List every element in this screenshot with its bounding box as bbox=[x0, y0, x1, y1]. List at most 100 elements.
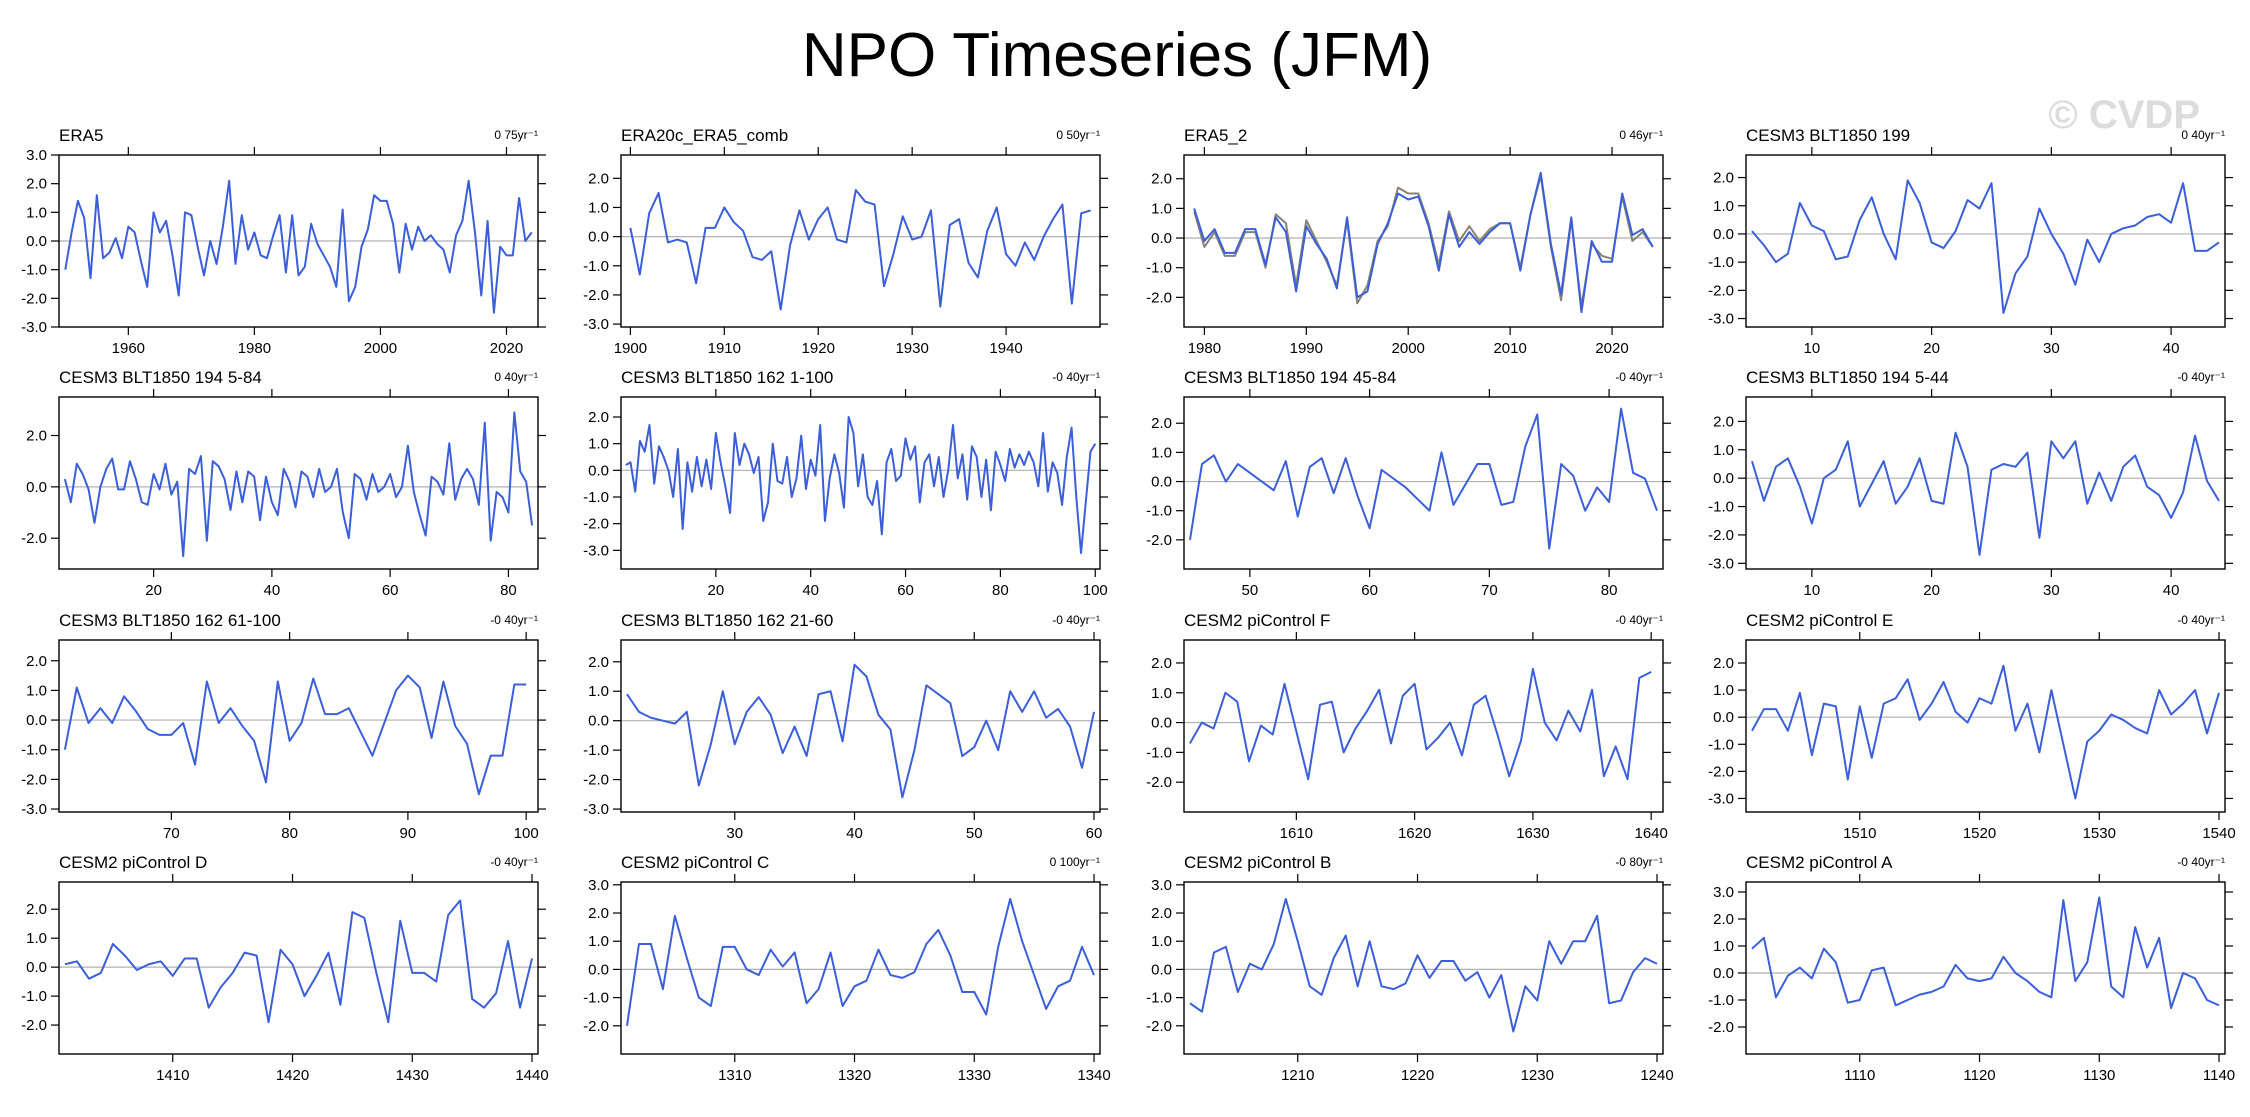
x-tick-label: 1610 bbox=[1280, 825, 1313, 842]
y-tick-label: 1.0 bbox=[588, 683, 609, 700]
y-tick-label: 2.0 bbox=[588, 905, 609, 922]
series-line bbox=[63, 411, 534, 558]
y-tick-label: 2.0 bbox=[1151, 415, 1172, 432]
x-tick-label: 1900 bbox=[614, 340, 647, 357]
panel-subtitle: 0 75yr⁻¹ bbox=[494, 128, 538, 142]
panel-subtitle: -0 40yr⁻¹ bbox=[2177, 370, 2225, 384]
x-tick-label: 1980 bbox=[238, 340, 271, 357]
panel-subtitle: 0 46yr⁻¹ bbox=[1619, 128, 1663, 142]
x-tick-label: 70 bbox=[1481, 582, 1498, 599]
x-tick-label: 1120 bbox=[1963, 1067, 1995, 1084]
x-tick-label: 1990 bbox=[1290, 340, 1323, 357]
panel-subtitle: -0 80yr⁻¹ bbox=[1615, 855, 1663, 869]
series-line bbox=[629, 188, 1091, 311]
y-tick-label: 1.0 bbox=[26, 930, 47, 947]
x-tick-label: 30 bbox=[2043, 340, 2060, 357]
y-tick-label: 1.0 bbox=[1151, 444, 1172, 461]
y-tick-label: -1.0 bbox=[1146, 990, 1172, 1007]
y-tick-label: -1.0 bbox=[1146, 260, 1172, 277]
plot-frame bbox=[58, 639, 539, 813]
y-tick-label: 3.0 bbox=[1151, 877, 1172, 894]
y-tick-label: 2.0 bbox=[1713, 170, 1734, 187]
x-tick-label: 30 bbox=[2043, 582, 2060, 599]
panel-title: CESM2 piControl A bbox=[1746, 853, 1893, 872]
panel-subtitle: 0 50yr⁻¹ bbox=[1056, 128, 1100, 142]
y-tick-label: 1.0 bbox=[588, 436, 609, 453]
y-tick-label: -1.0 bbox=[1708, 499, 1734, 516]
y-tick-label: 3.0 bbox=[588, 877, 609, 894]
plot-frame bbox=[1183, 396, 1664, 570]
series-line bbox=[1751, 431, 2220, 556]
x-tick-label: 20 bbox=[145, 582, 162, 599]
plot-frame bbox=[58, 396, 539, 570]
y-tick-label: -1.0 bbox=[21, 988, 47, 1005]
x-tick-label: 1320 bbox=[838, 1067, 871, 1084]
y-tick-label: 2.0 bbox=[26, 653, 47, 670]
y-tick-label: -1.0 bbox=[1146, 503, 1172, 520]
plot-frame bbox=[1745, 639, 2226, 813]
x-tick-label: 1530 bbox=[2083, 825, 2116, 842]
y-tick-label: 1.0 bbox=[26, 204, 47, 221]
y-tick-label: 0.0 bbox=[1713, 965, 1734, 982]
y-tick-label: -1.0 bbox=[583, 489, 609, 506]
panel-subtitle: -0 40yr⁻¹ bbox=[1052, 370, 1100, 384]
x-tick-label: 2020 bbox=[1595, 340, 1628, 357]
x-tick-label: 1540 bbox=[2202, 825, 2235, 842]
y-tick-label: 2.0 bbox=[1713, 655, 1734, 672]
plot-frame bbox=[620, 639, 1101, 813]
y-tick-label: -1.0 bbox=[21, 742, 47, 759]
panel-title: CESM3 BLT1850 199 bbox=[1746, 126, 1910, 145]
y-tick-label: 0.0 bbox=[1151, 715, 1172, 732]
y-tick-label: 1.0 bbox=[588, 933, 609, 950]
y-tick-label: 2.0 bbox=[1713, 413, 1734, 430]
plot-frame bbox=[1183, 639, 1664, 813]
series-line bbox=[1189, 407, 1658, 550]
panel-title: CESM2 piControl B bbox=[1184, 853, 1331, 872]
x-tick-label: 1340 bbox=[1077, 1067, 1110, 1084]
y-tick-label: 2.0 bbox=[26, 176, 47, 193]
x-tick-label: 1640 bbox=[1634, 825, 1667, 842]
series-line bbox=[626, 897, 1095, 1026]
panel-title: CESM2 piControl F bbox=[1184, 611, 1330, 630]
y-tick-label: 1.0 bbox=[26, 682, 47, 699]
series-line bbox=[626, 663, 1095, 799]
x-tick-label: 40 bbox=[2163, 582, 2180, 599]
y-tick-label: -2.0 bbox=[21, 530, 47, 547]
plot-frame bbox=[58, 154, 539, 328]
x-tick-label: 40 bbox=[2163, 340, 2180, 357]
y-tick-label: -1.0 bbox=[583, 990, 609, 1007]
y-tick-label: 3.0 bbox=[1713, 884, 1734, 901]
panel-subtitle: -0 40yr⁻¹ bbox=[490, 613, 538, 627]
x-tick-label: 1960 bbox=[112, 340, 145, 357]
y-tick-label: 2.0 bbox=[26, 428, 47, 445]
figure-title: NPO Timeseries (JFM) bbox=[802, 21, 1432, 90]
y-tick-label: 2.0 bbox=[1151, 905, 1172, 922]
y-tick-label: 2.0 bbox=[1151, 655, 1172, 672]
x-tick-label: 1980 bbox=[1188, 340, 1221, 357]
series-line bbox=[1189, 667, 1652, 781]
x-tick-label: 1410 bbox=[156, 1067, 189, 1084]
x-tick-label: 80 bbox=[500, 582, 517, 599]
panel-title: CESM2 piControl D bbox=[59, 853, 207, 872]
x-tick-label: 1420 bbox=[276, 1067, 309, 1084]
y-tick-label: 1.0 bbox=[1151, 200, 1172, 217]
y-tick-label: 0.0 bbox=[1713, 470, 1734, 487]
y-tick-label: -3.0 bbox=[583, 801, 609, 818]
x-tick-label: 1210 bbox=[1281, 1067, 1314, 1084]
y-tick-label: 2.0 bbox=[1151, 171, 1172, 188]
x-tick-label: 20 bbox=[708, 582, 725, 599]
y-tick-label: -1.0 bbox=[1708, 736, 1734, 753]
panel-title: CESM3 BLT1850 194 5-44 bbox=[1746, 368, 1949, 387]
y-tick-label: -3.0 bbox=[1708, 555, 1734, 572]
y-tick-label: -2.0 bbox=[21, 290, 47, 307]
x-tick-label: 2000 bbox=[364, 340, 397, 357]
panel-title: ERA5_2 bbox=[1184, 126, 1247, 145]
x-tick-label: 1930 bbox=[895, 340, 928, 357]
y-tick-label: -2.0 bbox=[583, 1018, 609, 1035]
y-tick-label: -2.0 bbox=[1708, 763, 1734, 780]
x-tick-label: 60 bbox=[1086, 825, 1103, 842]
y-tick-label: -2.0 bbox=[1708, 527, 1734, 544]
x-tick-label: 1330 bbox=[958, 1067, 991, 1084]
x-tick-label: 60 bbox=[897, 582, 914, 599]
plot-frame bbox=[1745, 154, 2226, 328]
